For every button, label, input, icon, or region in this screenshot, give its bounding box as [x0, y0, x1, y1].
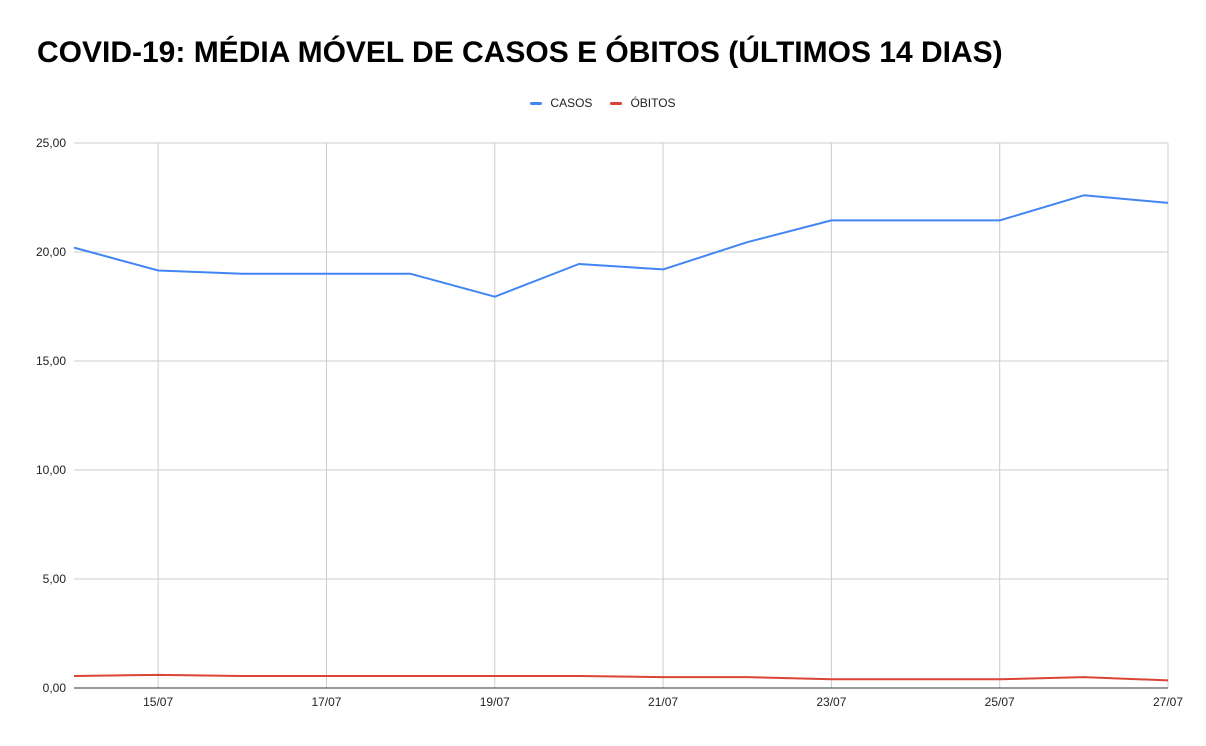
y-tick-label: 0,00 — [43, 681, 67, 695]
legend-item-obitos[interactable]: ÓBITOS — [610, 96, 676, 110]
x-tick-label: 15/07 — [143, 695, 173, 709]
x-tick-label: 25/07 — [985, 695, 1015, 709]
x-tick-label: 17/07 — [311, 695, 341, 709]
legend-swatch-casos — [530, 101, 543, 105]
x-tick-label: 23/07 — [816, 695, 846, 709]
chart-legend: CASOS ÓBITOS — [0, 96, 1206, 110]
y-tick-label: 20,00 — [36, 245, 66, 259]
legend-item-casos[interactable]: CASOS — [530, 96, 592, 110]
series-line-obitos — [73, 673, 1169, 682]
y-tick-label: 10,00 — [36, 463, 66, 477]
legend-label-casos: CASOS — [550, 96, 593, 110]
chart-title: COVID-19: MÉDIA MÓVEL DE CASOS E ÓBITOS … — [37, 36, 1003, 69]
series-line-casos — [73, 194, 1169, 298]
x-tick-label: 27/07 — [1153, 695, 1183, 709]
legend-label-obitos: ÓBITOS — [630, 96, 676, 110]
y-tick-label: 15,00 — [36, 354, 66, 368]
y-tick-label: 25,00 — [36, 136, 66, 150]
y-tick-label: 5,00 — [43, 572, 67, 586]
legend-swatch-obitos — [610, 101, 623, 105]
x-tick-label: 21/07 — [648, 695, 678, 709]
x-tick-label: 19/07 — [480, 695, 510, 709]
